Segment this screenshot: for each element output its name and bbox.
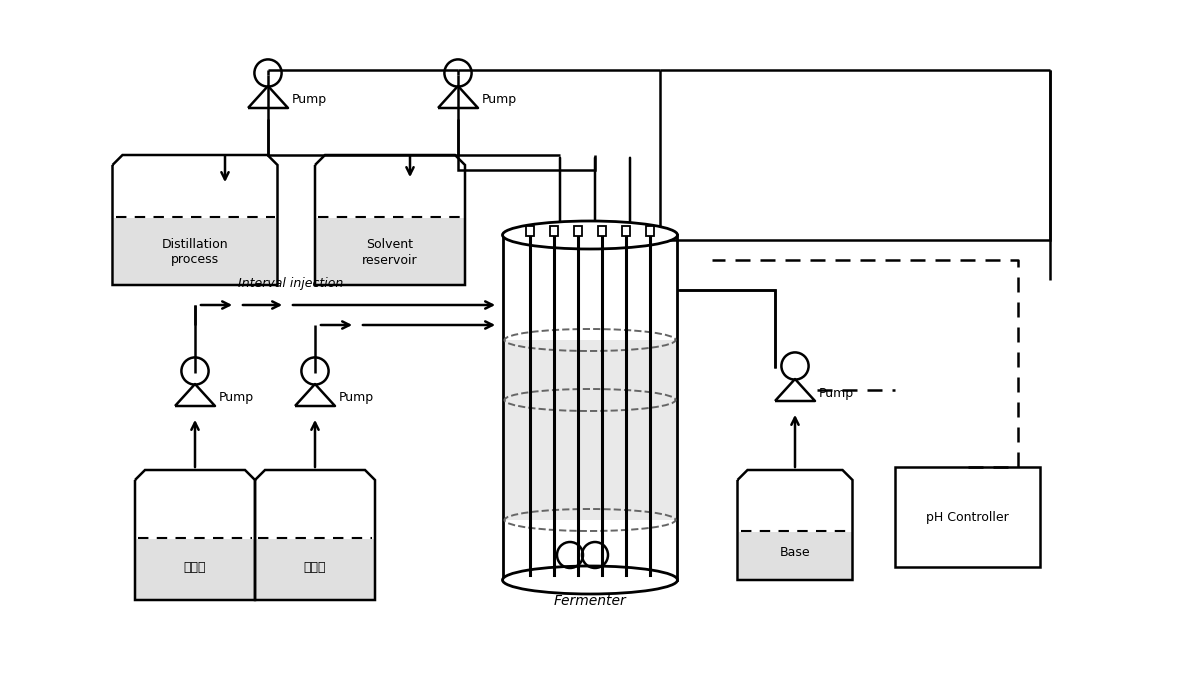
Text: Solvent
reservoir: Solvent reservoir [362, 239, 418, 266]
Bar [256, 538, 374, 599]
Text: Base: Base [779, 546, 810, 559]
Bar [550, 226, 558, 236]
Bar [526, 226, 534, 236]
Text: Pump: Pump [219, 392, 255, 405]
Bar [622, 226, 630, 236]
Text: Distillation
process: Distillation process [162, 239, 228, 266]
Bar [505, 340, 676, 520]
Bar [646, 226, 655, 236]
Ellipse shape [502, 221, 677, 249]
Text: Pump: Pump [292, 93, 327, 107]
Bar [895, 467, 1040, 567]
Text: 질소원: 질소원 [183, 561, 206, 574]
Text: 탄소원: 탄소원 [303, 561, 326, 574]
Text: Pump: Pump [819, 387, 854, 399]
Bar [739, 531, 852, 579]
Text: Pump: Pump [482, 93, 518, 107]
Ellipse shape [502, 566, 677, 594]
Bar [113, 219, 276, 284]
Bar [136, 538, 253, 599]
Text: Fermenter: Fermenter [553, 594, 626, 608]
Bar [574, 226, 582, 236]
Bar [599, 226, 606, 236]
Text: Interval injection: Interval injection [238, 277, 343, 290]
Text: Pump: Pump [339, 392, 374, 405]
Bar [317, 219, 464, 284]
Text: pH Controller: pH Controller [926, 511, 1009, 524]
